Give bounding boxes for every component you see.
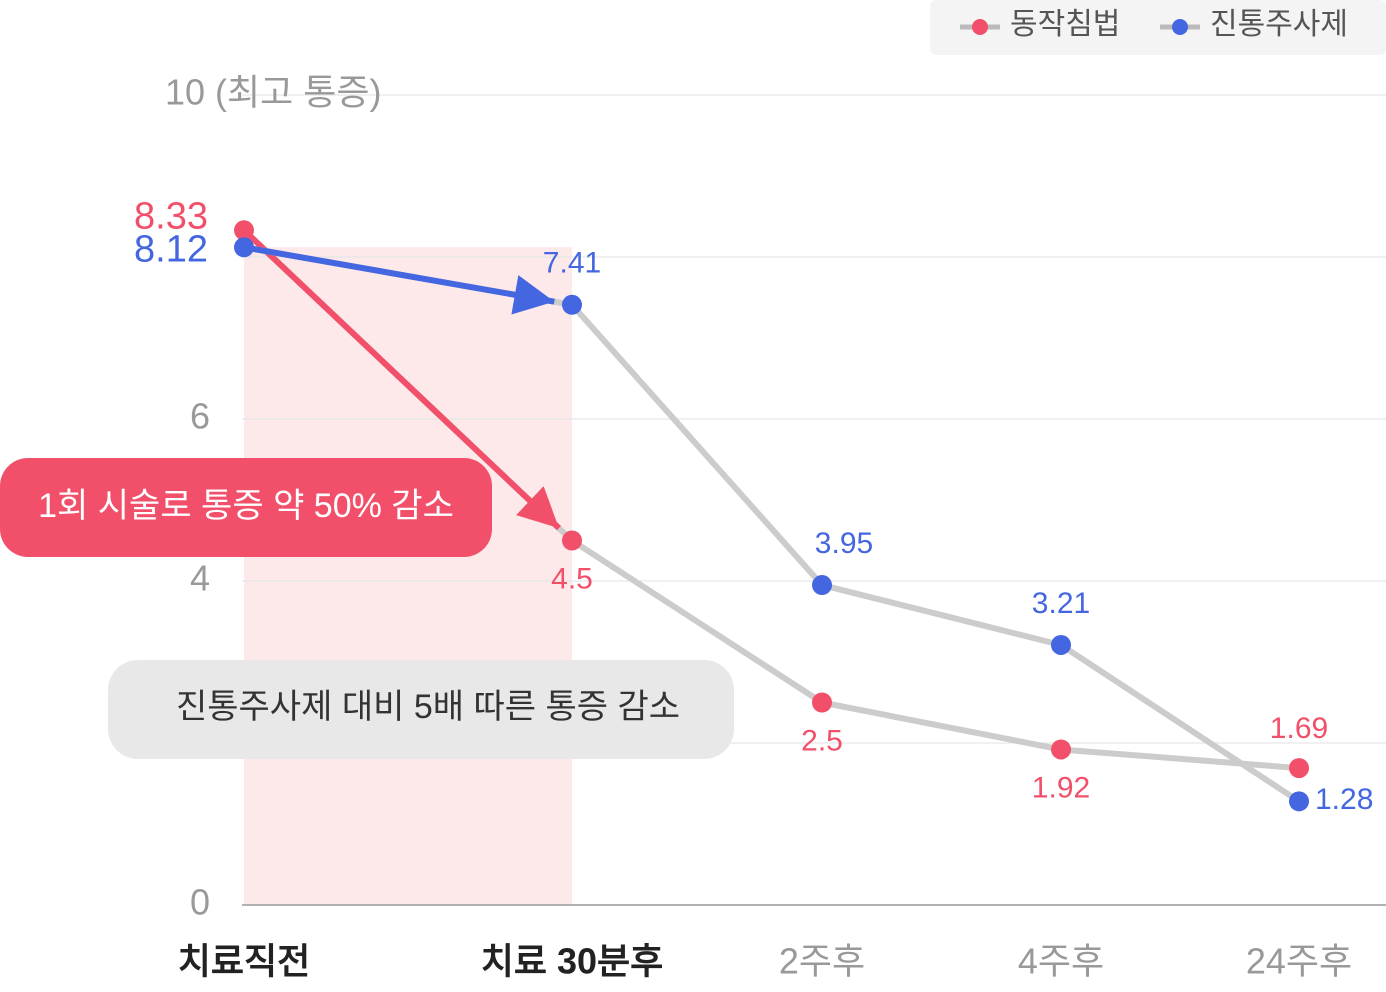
x-tick-label: 치료 30분후 xyxy=(481,941,664,982)
x-tick-label: 24주후 xyxy=(1246,941,1352,982)
annotation: 1회 시술로 통증 약 50% 감소 xyxy=(38,487,454,525)
value-label: 3.95 xyxy=(815,527,873,560)
y-tick-label: 6 xyxy=(190,396,210,437)
value-label: 8.12 xyxy=(134,228,208,270)
highlight-region xyxy=(244,247,572,905)
data-point xyxy=(234,237,254,258)
value-label: 4.5 xyxy=(551,562,593,595)
data-point xyxy=(812,692,832,713)
value-label: 3.21 xyxy=(1032,587,1090,620)
x-tick-label: 4주후 xyxy=(1018,941,1104,982)
value-label: 7.41 xyxy=(543,247,601,280)
trend-arrow xyxy=(243,244,555,315)
data-point xyxy=(1051,634,1071,655)
annotation-box xyxy=(108,660,734,759)
data-point xyxy=(234,220,254,241)
legend-label: 동작침법 xyxy=(1010,8,1120,41)
data-point xyxy=(812,575,832,596)
y-tick-label: 10 (최고 통증) xyxy=(165,72,382,113)
value-label: 8.33 xyxy=(134,195,208,237)
legend-box xyxy=(930,0,1386,55)
value-label: 2.5 xyxy=(801,724,843,757)
data-point xyxy=(562,530,582,551)
trend-arrow xyxy=(241,228,561,531)
legend-label: 진통주사제 xyxy=(1210,8,1348,41)
y-tick-label: 0 xyxy=(190,882,210,923)
annotation: 진통주사제 대비 5배 따른 통증 감소 xyxy=(176,688,680,726)
value-label: 1.28 xyxy=(1315,783,1373,816)
legend-marker xyxy=(972,19,988,35)
annotation-box xyxy=(0,458,492,557)
x-tick-label: 치료직전 xyxy=(178,941,310,982)
value-label: 1.92 xyxy=(1032,771,1090,804)
legend-marker xyxy=(1172,19,1188,35)
data-point xyxy=(1051,739,1071,760)
value-label: 1.69 xyxy=(1270,712,1328,745)
data-point xyxy=(1289,791,1309,812)
data-point xyxy=(1289,758,1309,779)
x-tick-label: 2주후 xyxy=(779,941,865,982)
data-point xyxy=(562,294,582,315)
y-tick-label: 4 xyxy=(190,558,210,599)
